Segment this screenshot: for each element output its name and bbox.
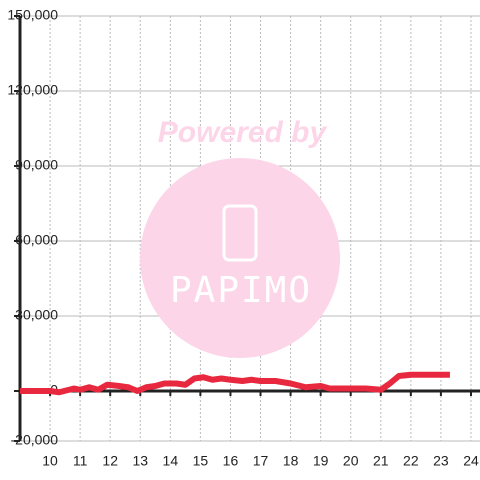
x-tick-label: 22: [403, 453, 419, 469]
x-tick-label: 11: [73, 453, 88, 469]
x-tick-label: 24: [463, 453, 479, 469]
x-tick-label: 20: [343, 453, 359, 469]
x-tick-label: 15: [193, 453, 209, 469]
watermark-logo: PAPIMO: [170, 270, 312, 311]
y-tick-label: 120,000: [7, 82, 58, 98]
x-tick-label: 21: [373, 453, 389, 469]
watermark-text: Powered by: [158, 116, 328, 149]
x-tick-label: 23: [433, 453, 449, 469]
watermark: Powered by PAPIMO: [140, 116, 340, 358]
data-line: [20, 371, 450, 396]
y-tick-label: 150,000: [7, 7, 58, 23]
x-tick-label: 13: [132, 453, 148, 469]
x-tick-label: 12: [102, 453, 118, 469]
watermark-circle: [140, 158, 340, 358]
y-tick-label: 90,000: [15, 157, 58, 173]
x-tick-label: 14: [163, 453, 179, 469]
x-tick-label: 16: [223, 453, 239, 469]
x-tick-label: 19: [313, 453, 329, 469]
x-tick-label: 18: [283, 453, 299, 469]
x-tick-label: 17: [253, 453, 269, 469]
y-tick-label: 60,000: [15, 232, 58, 248]
y-tick-label: 30,000: [15, 307, 58, 323]
phone-icon: [222, 204, 258, 262]
y-tick-label: -20,000: [11, 432, 59, 448]
x-tick-label: 10: [42, 453, 58, 469]
